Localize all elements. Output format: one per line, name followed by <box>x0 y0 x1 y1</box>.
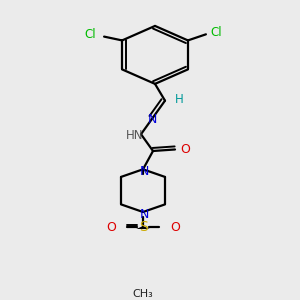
Text: N: N <box>139 208 149 221</box>
Text: S: S <box>139 220 147 234</box>
Text: N: N <box>139 165 149 178</box>
Text: O: O <box>170 221 180 234</box>
Text: Cl: Cl <box>84 28 96 41</box>
Text: CH₃: CH₃ <box>133 290 153 299</box>
Text: HN: HN <box>126 129 144 142</box>
Text: N: N <box>147 113 157 126</box>
Text: O: O <box>106 221 116 234</box>
Text: H: H <box>175 93 183 106</box>
Text: Cl: Cl <box>210 26 222 39</box>
Text: O: O <box>180 143 190 156</box>
